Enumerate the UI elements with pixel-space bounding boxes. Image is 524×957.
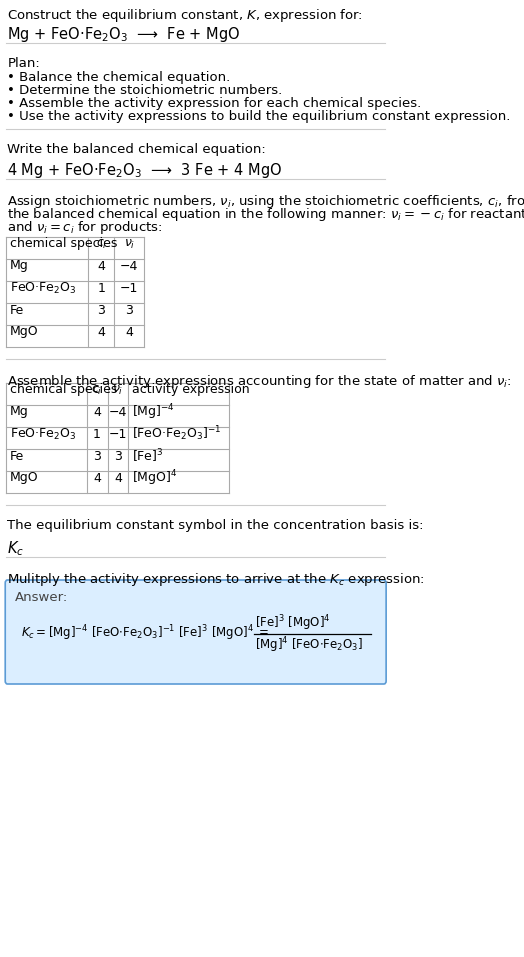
Text: 1: 1 [97, 281, 105, 295]
Text: 4: 4 [93, 406, 101, 418]
Text: $[\mathrm{Fe}]^3\ [\mathrm{MgO}]^4$: $[\mathrm{Fe}]^3\ [\mathrm{MgO}]^4$ [255, 613, 331, 633]
FancyBboxPatch shape [5, 580, 386, 684]
Text: chemical species: chemical species [10, 237, 117, 251]
Text: $K_c$: $K_c$ [7, 539, 25, 558]
Text: FeO·Fe$_2$O$_3$: FeO·Fe$_2$O$_3$ [10, 427, 76, 441]
Text: • Determine the stoichiometric numbers.: • Determine the stoichiometric numbers. [7, 84, 283, 97]
Text: Assign stoichiometric numbers, $\nu_i$, using the stoichiometric coefficients, $: Assign stoichiometric numbers, $\nu_i$, … [7, 193, 524, 210]
Text: Fe: Fe [10, 450, 24, 462]
Text: chemical species: chemical species [10, 384, 117, 396]
Text: 3: 3 [93, 450, 101, 462]
Text: [MgO]$^4$: [MgO]$^4$ [132, 468, 178, 488]
Text: Write the balanced chemical equation:: Write the balanced chemical equation: [7, 143, 266, 156]
Text: the balanced chemical equation in the following manner: $\nu_i = -c_i$ for react: the balanced chemical equation in the fo… [7, 206, 524, 223]
Text: −1: −1 [120, 281, 138, 295]
Text: • Assemble the activity expression for each chemical species.: • Assemble the activity expression for e… [7, 97, 422, 110]
Text: 4: 4 [97, 325, 105, 339]
Text: 4: 4 [125, 325, 133, 339]
Text: FeO·Fe$_2$O$_3$: FeO·Fe$_2$O$_3$ [10, 280, 76, 296]
Text: $c_i$: $c_i$ [95, 237, 107, 251]
Text: MgO: MgO [10, 325, 38, 339]
Text: Mg: Mg [10, 406, 28, 418]
Text: Answer:: Answer: [15, 591, 68, 604]
Text: [Mg]$^{-4}$: [Mg]$^{-4}$ [132, 402, 175, 422]
Text: • Balance the chemical equation.: • Balance the chemical equation. [7, 71, 231, 84]
Text: 3: 3 [125, 303, 133, 317]
Text: Assemble the activity expressions accounting for the state of matter and $\nu_i$: Assemble the activity expressions accoun… [7, 373, 512, 390]
Text: MgO: MgO [10, 472, 38, 484]
Text: and $\nu_i = c_i$ for products:: and $\nu_i = c_i$ for products: [7, 219, 163, 236]
Text: $K_c = [\mathrm{Mg}]^{-4}\ [\mathrm{FeO{\cdot}Fe_2O_3}]^{-1}\ [\mathrm{Fe}]^3\ [: $K_c = [\mathrm{Mg}]^{-4}\ [\mathrm{FeO{… [21, 623, 269, 643]
Text: Construct the equilibrium constant, $K$, expression for:: Construct the equilibrium constant, $K$,… [7, 7, 363, 24]
Text: −4: −4 [120, 259, 138, 273]
Text: 4: 4 [93, 472, 101, 484]
Text: 3: 3 [114, 450, 122, 462]
Text: $\nu_i$: $\nu_i$ [124, 237, 135, 251]
Text: −1: −1 [109, 428, 127, 440]
Text: activity expression: activity expression [132, 384, 250, 396]
Text: Fe: Fe [10, 303, 24, 317]
Text: • Use the activity expressions to build the equilibrium constant expression.: • Use the activity expressions to build … [7, 110, 511, 123]
Text: [Fe]$^3$: [Fe]$^3$ [132, 447, 163, 465]
Text: 4: 4 [114, 472, 122, 484]
Text: $c_i$: $c_i$ [92, 384, 103, 396]
Text: Mulitply the activity expressions to arrive at the $K_c$ expression:: Mulitply the activity expressions to arr… [7, 571, 425, 588]
Text: 4: 4 [97, 259, 105, 273]
Text: 1: 1 [93, 428, 101, 440]
Text: 4 Mg + FeO·Fe$_2$O$_3$  ⟶  3 Fe + 4 MgO: 4 Mg + FeO·Fe$_2$O$_3$ ⟶ 3 Fe + 4 MgO [7, 161, 282, 180]
Text: Plan:: Plan: [7, 57, 40, 70]
Text: Mg + FeO·Fe$_2$O$_3$  ⟶  Fe + MgO: Mg + FeO·Fe$_2$O$_3$ ⟶ Fe + MgO [7, 25, 241, 44]
Text: $\nu_i$: $\nu_i$ [112, 384, 124, 396]
Text: The equilibrium constant symbol in the concentration basis is:: The equilibrium constant symbol in the c… [7, 519, 424, 532]
Text: −4: −4 [109, 406, 127, 418]
Text: 3: 3 [97, 303, 105, 317]
Text: Mg: Mg [10, 259, 28, 273]
Text: [FeO·Fe$_2$O$_3$]$^{-1}$: [FeO·Fe$_2$O$_3$]$^{-1}$ [132, 425, 221, 443]
Text: $[\mathrm{Mg}]^4\ [\mathrm{FeO{\cdot}Fe_2O_3}]$: $[\mathrm{Mg}]^4\ [\mathrm{FeO{\cdot}Fe_… [255, 635, 364, 655]
